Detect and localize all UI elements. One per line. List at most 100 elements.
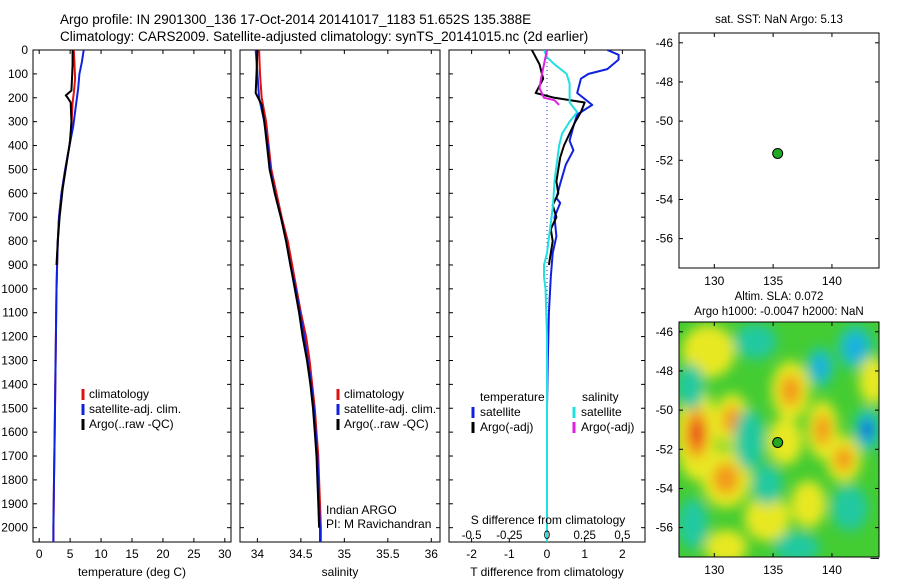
legend-temperature-heading: temperature bbox=[480, 390, 545, 404]
depth-tick-label: 0 bbox=[21, 43, 28, 57]
temperature-xtick-label: 0 bbox=[36, 547, 43, 561]
sst-map-ytick-label: -54 bbox=[656, 192, 674, 206]
salinity-series-black bbox=[254, 50, 321, 528]
depth-tick-label: 600 bbox=[8, 186, 28, 200]
depth-tick-label: 400 bbox=[8, 139, 28, 153]
salinity-series-red bbox=[258, 50, 322, 542]
depth-tick-label: 1200 bbox=[1, 330, 28, 344]
sla-low-halo bbox=[734, 323, 777, 360]
s-difference-tick-label: -0.5 bbox=[462, 530, 482, 542]
depth-tick-label: 200 bbox=[8, 91, 28, 105]
pi-annotation: Indian ARGO bbox=[326, 503, 397, 517]
temperature-xtick-label: 10 bbox=[94, 547, 108, 561]
s-difference-tick-label: 0.5 bbox=[614, 530, 630, 542]
depth-tick-label: 1500 bbox=[1, 401, 28, 415]
sst-map-frame bbox=[678, 32, 880, 269]
difference-xtick-label: 1 bbox=[581, 547, 588, 561]
difference-plot-area bbox=[531, 50, 620, 542]
sla-high-halo bbox=[790, 480, 827, 528]
difference-xlabel: T difference from climatology bbox=[470, 565, 624, 579]
sla-map-title: Argo h1000: -0.0047 h2000: NaN bbox=[694, 306, 863, 318]
sla-map-ytick-label: -50 bbox=[656, 403, 674, 417]
depth-tick-label: 1300 bbox=[1, 353, 28, 367]
difference-xtick-label: -2 bbox=[466, 547, 477, 561]
temperature-xtick-label: 20 bbox=[156, 547, 170, 561]
legend-entry-salinity: Argo(-adj) bbox=[581, 420, 634, 434]
salinity-xtick-label: 34.5 bbox=[289, 547, 313, 561]
depth-tick-label: 700 bbox=[8, 210, 28, 224]
legend-entry-temperature: Argo(-adj) bbox=[480, 420, 533, 434]
difference-xtick-label: 2 bbox=[619, 547, 626, 561]
sla-map-xtick-label: 140 bbox=[822, 563, 842, 577]
sla-high-halo bbox=[767, 417, 803, 465]
sst-map-ytick-label: -46 bbox=[656, 36, 674, 50]
s-difference-tick-label: -0.25 bbox=[496, 530, 522, 542]
sst-map-ytick-label: -56 bbox=[656, 232, 674, 246]
sla-high-halo bbox=[704, 529, 748, 557]
temperature-legend-entry: satellite-adj. clim. bbox=[89, 402, 181, 416]
temperature-xtick-label: 25 bbox=[187, 547, 201, 561]
depth-tick-label: 1600 bbox=[1, 425, 28, 439]
sst-map-xtick-label: 130 bbox=[704, 274, 724, 288]
sla-high-core bbox=[814, 414, 831, 446]
difference-series-black bbox=[531, 50, 586, 266]
depth-tick-label: 1100 bbox=[2, 306, 28, 320]
sst-map-ytick-label: -50 bbox=[656, 114, 674, 128]
salinity-frame bbox=[239, 49, 441, 543]
sla-map-xtick-label: 135 bbox=[763, 563, 783, 577]
sst-map-title: sat. SST: NaN Argo: 5.13 bbox=[715, 14, 843, 26]
sla-high-core bbox=[834, 446, 854, 472]
depth-tick-label: 1000 bbox=[1, 282, 28, 296]
sla-high-halo bbox=[859, 357, 879, 405]
depth-tick-label: 1900 bbox=[1, 497, 28, 511]
sla-map-ytick-label: -54 bbox=[656, 481, 674, 495]
sla-map-ytick-label: -56 bbox=[656, 521, 674, 535]
salinity-plot-area bbox=[254, 50, 322, 542]
salinity-xlabel: salinity bbox=[322, 565, 359, 579]
sla-map-title: Altim. SLA: 0.072 bbox=[735, 291, 824, 303]
difference-top-xlabel: S difference from climatology bbox=[471, 513, 626, 527]
temperature-legend-entry: climatology bbox=[89, 387, 149, 401]
temperature-series-blue bbox=[52, 50, 85, 542]
depth-tick-label: 1800 bbox=[1, 473, 28, 487]
depth-tick-label: 100 bbox=[8, 67, 28, 81]
salinity-xtick-label: 35 bbox=[338, 547, 352, 561]
depth-tick-label: 1400 bbox=[1, 377, 28, 391]
pi-annotation: PI: M Ravichandran bbox=[326, 517, 431, 531]
sla-map-xtick-label: 130 bbox=[704, 563, 724, 577]
sla-map-ytick-label: -52 bbox=[656, 442, 674, 456]
temperature-frame bbox=[32, 49, 232, 543]
sst-map-xtick-label: 140 bbox=[822, 274, 842, 288]
salinity-xtick-label: 36 bbox=[425, 547, 439, 561]
depth-tick-label: 1700 bbox=[1, 449, 28, 463]
sla-low-peak bbox=[862, 421, 872, 438]
temperature-xtick-label: 5 bbox=[67, 547, 74, 561]
sla-low-halo bbox=[679, 498, 709, 550]
s-difference-tick-label: 0.25 bbox=[573, 530, 595, 542]
sla-high-core bbox=[780, 374, 802, 407]
sla-low-halo bbox=[831, 485, 868, 531]
sla-map-ytick-label: -46 bbox=[656, 325, 674, 339]
depth-tick-label: 500 bbox=[8, 162, 28, 176]
difference-series-cyan bbox=[543, 50, 579, 542]
sla-low-halo bbox=[773, 531, 820, 557]
depth-tick-label: 2000 bbox=[1, 521, 28, 535]
salinity-legend-entry: Argo(..raw -QC) bbox=[344, 417, 429, 431]
salinity-xtick-label: 35.5 bbox=[376, 547, 400, 561]
sst-map-xtick-label: 135 bbox=[763, 274, 783, 288]
sla-high-halo bbox=[744, 494, 791, 542]
sla-low-halo bbox=[751, 464, 783, 505]
argo-location-marker bbox=[772, 147, 784, 159]
temperature-xtick-label: 15 bbox=[125, 547, 139, 561]
temperature-plot-area bbox=[52, 50, 85, 542]
sla-low-halo bbox=[734, 408, 765, 471]
sla-low-core bbox=[811, 354, 829, 380]
difference-series-magenta bbox=[538, 50, 560, 106]
difference-series-blue bbox=[546, 50, 620, 542]
sla-high-peak bbox=[690, 419, 703, 448]
salinity-legend-entry: climatology bbox=[344, 387, 404, 401]
figure-title-line-1: Argo profile: IN 2901300_136 17-Oct-2014… bbox=[60, 12, 532, 27]
temperature-xtick-label: 30 bbox=[218, 547, 232, 561]
sla-map-ytick-label: -48 bbox=[656, 364, 674, 378]
